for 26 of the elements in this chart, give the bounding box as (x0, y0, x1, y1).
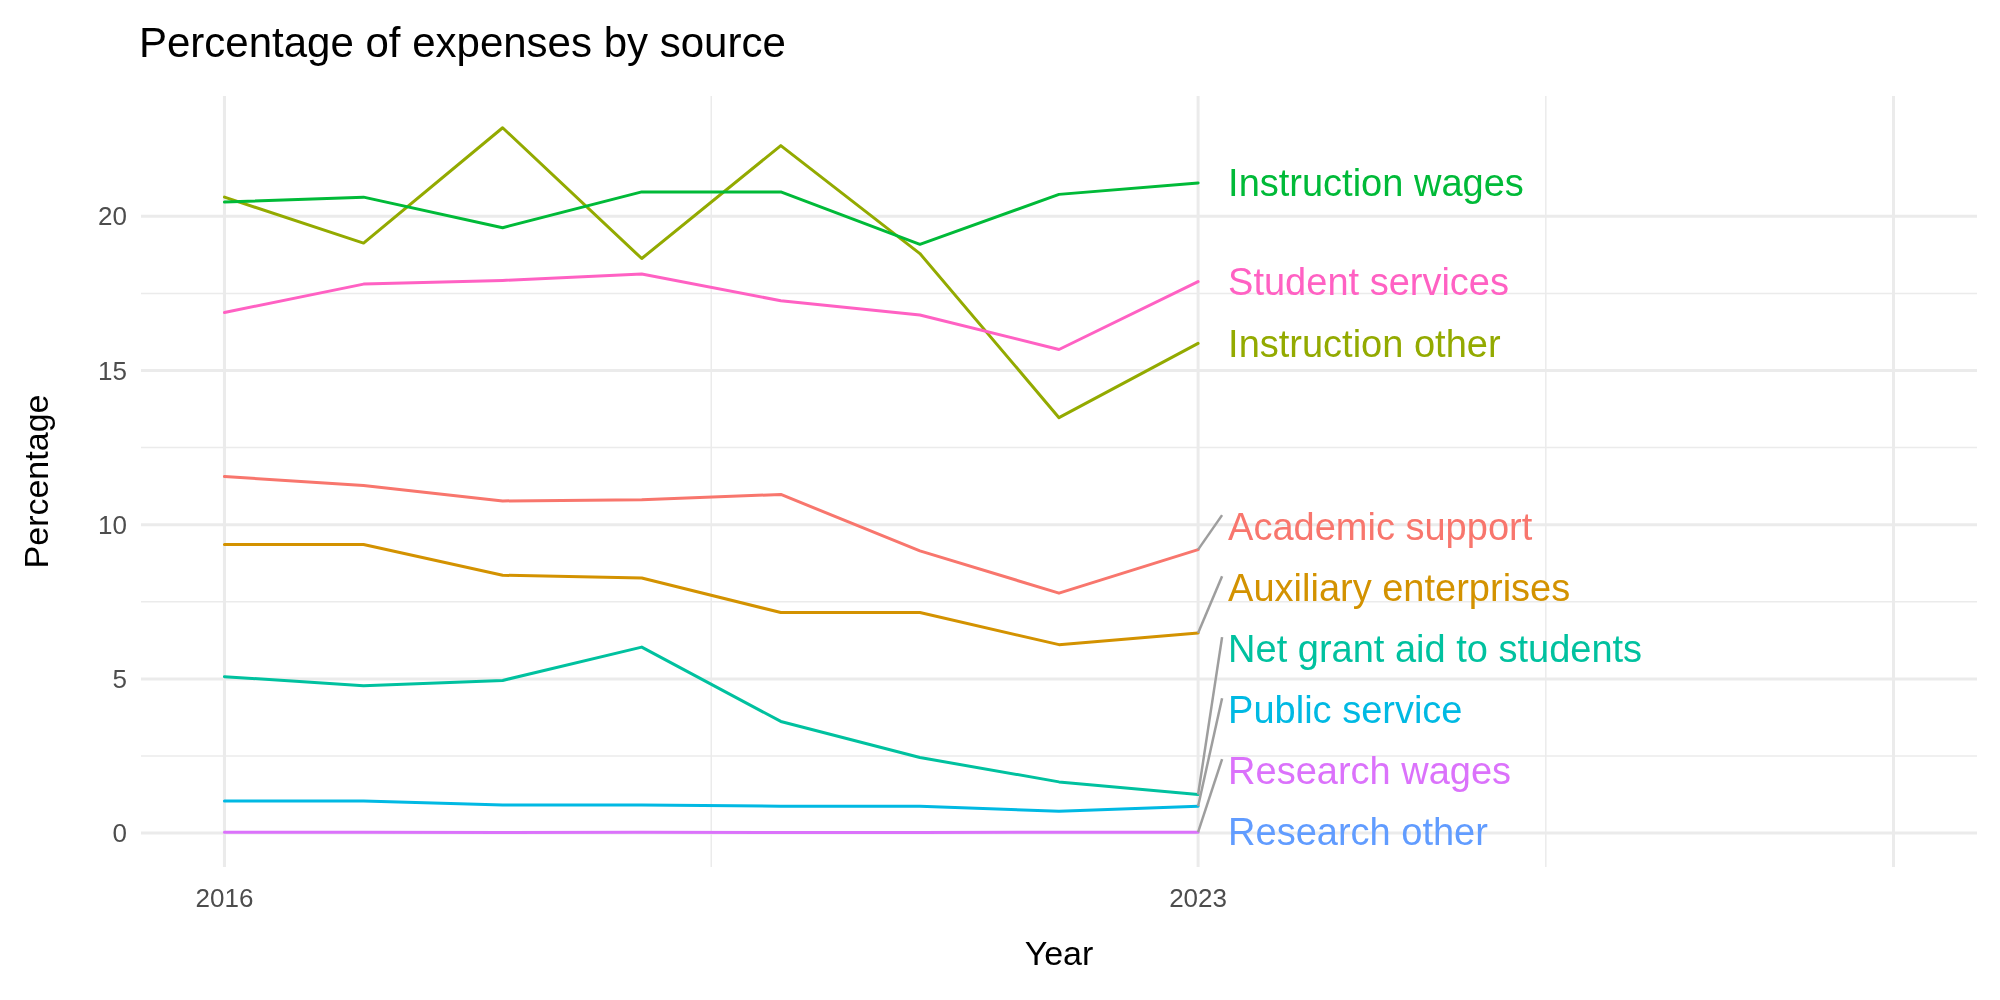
text: Public service (1228, 689, 1463, 732)
y-axis-title: Percentage (17, 394, 55, 569)
series-label: Research wages (1228, 750, 1512, 793)
y-tick-label: 0 (112, 818, 127, 849)
x-axis-title: Year (1024, 934, 1094, 972)
y-tick-label: 10 (98, 509, 127, 540)
legend-label: Research other (1228, 811, 1489, 854)
line-series (222, 475, 1200, 595)
line-series (222, 645, 1200, 797)
line-series (222, 126, 1200, 420)
line-series (222, 181, 1200, 246)
line-series (222, 542, 1200, 647)
chart-title: Percentage of expenses by source (139, 19, 786, 66)
text: Net grant aid to students (1228, 628, 1643, 671)
series-label: Auxiliary enterprises (1228, 567, 1571, 610)
series-label: Instruction wages (1228, 162, 1524, 205)
y-tick-label: 15 (98, 355, 127, 386)
series-label: Academic support (1228, 506, 1533, 549)
line-series (222, 799, 1200, 813)
series-label: Instruction other (1228, 322, 1501, 365)
line-series (222, 272, 1200, 352)
x-tick-label: 2016 (195, 883, 254, 913)
y-tick-label: 20 (98, 201, 127, 232)
y-tick-label: 5 (112, 663, 127, 694)
x-tick-label: 2023 (1169, 883, 1228, 913)
series-label: Student services (1228, 260, 1510, 303)
